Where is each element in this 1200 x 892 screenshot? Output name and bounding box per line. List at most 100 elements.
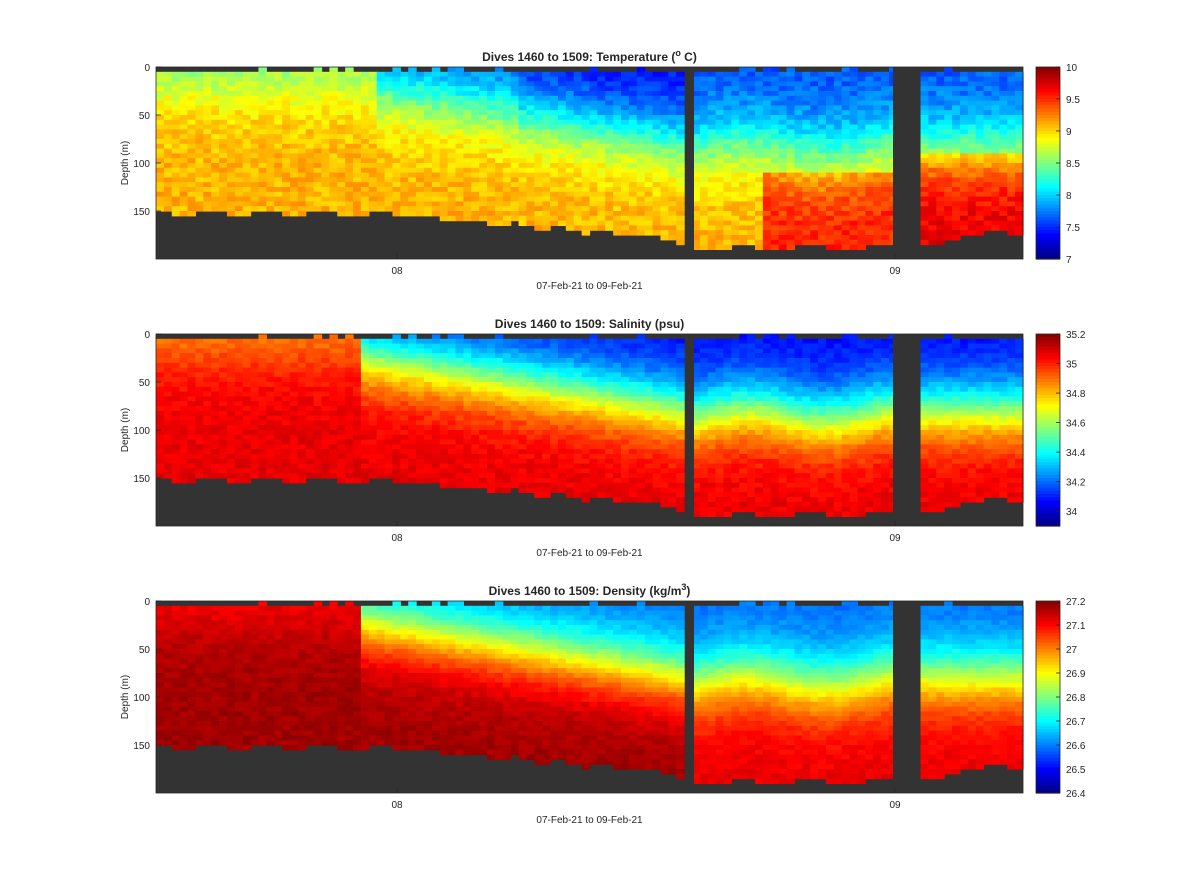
heatmap-cell (778, 167, 788, 174)
heatmap-cell (494, 129, 504, 135)
heatmap-cell (250, 71, 260, 78)
heatmap-cell (360, 372, 370, 378)
heatmap-cell (455, 449, 464, 455)
heatmap-cell (313, 124, 323, 130)
heatmap-cell (439, 406, 449, 412)
heatmap-cell (211, 163, 220, 169)
heatmap-cell (786, 134, 796, 140)
heatmap-cell (400, 382, 409, 388)
heatmap-cell (416, 115, 425, 121)
heatmap-cell (345, 191, 354, 198)
heatmap-cell (219, 110, 228, 116)
heatmap-cell (1015, 191, 1024, 198)
heatmap-cell (952, 167, 961, 174)
heatmap-cell (699, 201, 709, 207)
heatmap-cell (755, 211, 764, 217)
heatmap-cell (928, 124, 937, 130)
heatmap-cell (203, 406, 212, 412)
heatmap-cell (163, 206, 173, 212)
heatmap-cell (502, 71, 512, 78)
heatmap-cell (487, 454, 496, 460)
heatmap-cell (321, 86, 330, 92)
heatmap-cell (936, 158, 945, 164)
heatmap-cell (471, 129, 480, 135)
heatmap-cell (668, 191, 677, 198)
heatmap-cell (597, 206, 606, 212)
heatmap-cell (739, 220, 748, 226)
heatmap-cell (219, 81, 228, 87)
heatmap-cell (455, 119, 464, 126)
heatmap-cell (952, 124, 961, 130)
heatmap-cell (337, 153, 346, 159)
heatmap-cell (510, 415, 520, 421)
heatmap-cell (786, 119, 796, 126)
heatmap-cell (274, 415, 283, 421)
heatmap-cell (313, 362, 323, 369)
heatmap-cell (991, 158, 1000, 164)
heatmap-cell (408, 71, 417, 78)
heatmap-cell (857, 139, 866, 145)
heatmap-cell (928, 105, 937, 111)
heatmap-cell (873, 76, 882, 82)
heatmap-cell (479, 143, 488, 150)
heatmap-cell (455, 410, 464, 417)
heatmap-cell (494, 177, 504, 183)
heatmap-cell (494, 463, 504, 469)
heatmap-cell (952, 95, 961, 102)
heatmap-cell (195, 338, 204, 345)
heatmap-cell (857, 235, 866, 241)
heatmap-cell (234, 124, 244, 130)
heatmap-cell (226, 362, 236, 369)
heatmap-cell (778, 119, 788, 126)
heatmap-cell (928, 235, 937, 241)
heatmap-cell (313, 143, 323, 150)
heatmap-cell (691, 172, 701, 178)
heatmap-cell (778, 95, 788, 102)
heatmap-cell (581, 91, 591, 97)
heatmap-cell (345, 163, 354, 169)
heatmap-cell (163, 182, 173, 188)
heatmap-cell (376, 439, 386, 445)
heatmap-cell (447, 353, 457, 359)
heatmap-cell (873, 235, 882, 241)
heatmap-cell (289, 201, 299, 207)
colorbar-tick-label: 8.5 (1066, 159, 1080, 170)
heatmap-cell (999, 211, 1008, 217)
heatmap-cell (959, 134, 969, 140)
heatmap-cell (297, 158, 307, 164)
heatmap-cell (715, 81, 725, 87)
heatmap-cell (455, 439, 464, 445)
heatmap-cell (802, 148, 811, 154)
heatmap-cell (345, 148, 354, 154)
heatmap-cell (282, 343, 291, 349)
heatmap-cell (242, 129, 252, 135)
heatmap-cell (991, 220, 1000, 226)
heatmap-cell (376, 119, 386, 126)
heatmap-cell (810, 100, 819, 106)
heatmap-cell (321, 353, 330, 359)
heatmap-cell (526, 81, 535, 87)
heatmap-cell (1007, 167, 1016, 174)
heatmap-cell (479, 115, 488, 121)
heatmap-cell (203, 172, 212, 178)
heatmap-cell (770, 67, 780, 73)
heatmap-cell (999, 86, 1008, 92)
heatmap-cell (416, 95, 425, 102)
heatmap-cell (368, 158, 378, 164)
heatmap-cell (297, 115, 307, 121)
heatmap-cell (1007, 172, 1016, 178)
heatmap-cell (691, 196, 701, 202)
heatmap-cell (266, 343, 275, 349)
heatmap-cell (762, 119, 772, 126)
heatmap-cell (1015, 187, 1024, 193)
heatmap-cell (219, 444, 228, 450)
heatmap-cell (526, 143, 535, 150)
heatmap-cell (786, 139, 796, 145)
heatmap-cell (471, 124, 480, 130)
heatmap-cell (510, 463, 520, 469)
heatmap-cell (502, 187, 512, 193)
heatmap-cell (494, 148, 504, 154)
heatmap-cell (274, 420, 283, 426)
heatmap-cell (289, 124, 299, 130)
heatmap-cell (250, 444, 260, 450)
